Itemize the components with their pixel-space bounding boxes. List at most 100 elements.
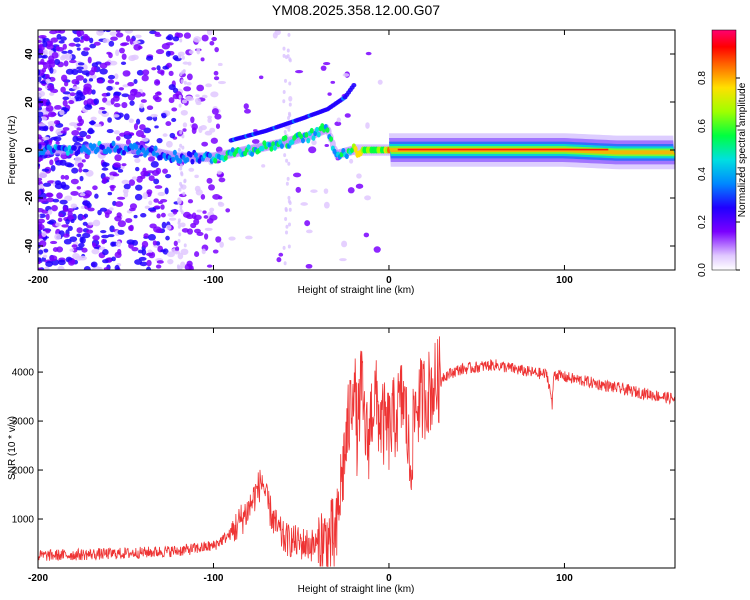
spectrogram-cell — [97, 209, 102, 216]
spectrogram-cell — [42, 136, 50, 141]
spectrogram-cell — [180, 248, 189, 256]
spectrogram-cell — [315, 126, 320, 133]
spectrogram-cell — [85, 134, 92, 139]
spectrogram-cell — [42, 41, 48, 48]
x-tick-label: -200 — [28, 573, 48, 584]
spectrogram-cell — [123, 191, 129, 198]
spectrogram-cell — [47, 209, 53, 215]
spectrogram-cell — [90, 261, 98, 268]
spectrogram-cell — [113, 114, 120, 118]
spectrogram-cell — [282, 53, 286, 58]
spectrogram-cell — [88, 69, 95, 76]
spectrogram-cell — [168, 217, 177, 221]
spectrogram-cell — [120, 42, 128, 47]
spectrogram-cell — [153, 79, 161, 86]
x-tick-label: -100 — [203, 275, 223, 286]
spectrogram-cell — [89, 43, 97, 49]
spectrogram-cell — [141, 249, 147, 256]
spectrogram-cell — [173, 250, 181, 255]
spectrogram-cell — [79, 39, 84, 43]
spectrogram-cell — [160, 249, 166, 253]
spectrogram-cell — [89, 74, 97, 79]
y-tick-label: 40 — [24, 48, 35, 60]
snr-series — [38, 336, 675, 567]
snr-line — [38, 336, 675, 567]
spectrogram-y-ticks: -40 -20 0 20 40 — [24, 48, 675, 253]
spectrogram-cell — [95, 61, 102, 65]
spectrogram-cell — [207, 115, 213, 119]
spectrogram-cell — [76, 233, 82, 238]
spectrogram-cell — [186, 73, 193, 81]
spectrogram-cell — [38, 44, 41, 49]
spectrogram-cell — [50, 136, 58, 141]
spectrogram-cell — [55, 222, 61, 227]
spectrogram-cell — [215, 123, 221, 129]
spectrogram-cell — [251, 139, 260, 144]
spectrogram-cell — [62, 127, 70, 131]
spectrogram-cell — [71, 167, 79, 174]
spectrogram-cell — [181, 99, 188, 104]
spectrogram-cell — [92, 185, 98, 191]
spectrogram-cell — [71, 79, 80, 85]
spectrogram-cell — [89, 37, 94, 44]
spectrogram-cell — [201, 94, 208, 99]
spectrogram-cell — [207, 117, 212, 124]
colorbar-tick-label: 0.0 — [697, 263, 708, 277]
spectrogram-cell — [79, 175, 84, 182]
spectrogram-cell — [377, 79, 383, 85]
spectrogram-cell — [176, 264, 180, 269]
spectrogram-cell — [98, 109, 104, 115]
spectrogram-cell — [92, 242, 97, 247]
spectrogram-cell — [83, 86, 91, 92]
spectrogram-cell — [94, 193, 99, 199]
spectrogram-cell — [160, 70, 165, 76]
spectrogram-cell — [134, 157, 141, 163]
spectrogram-cell — [148, 207, 157, 212]
spectrogram-cell — [149, 223, 157, 229]
spectrogram-cell — [44, 266, 50, 270]
spectrogram-cell — [41, 168, 50, 172]
spectrogram-cell — [230, 147, 235, 153]
spectrogram-cell — [154, 33, 162, 38]
spectrogram-cell — [47, 84, 55, 90]
spectrogram-cell — [217, 62, 223, 67]
spectrogram-cell — [187, 61, 192, 66]
spectrogram-cell — [132, 40, 141, 44]
spectrogram-cell — [147, 156, 155, 162]
spectrogram-cell — [115, 30, 121, 33]
spectrogram-cell — [193, 218, 200, 226]
spectrogram-cell — [185, 156, 190, 163]
spectrogram-cell — [49, 92, 55, 96]
spectrogram-cell — [38, 189, 42, 196]
spectrogram-cell — [181, 134, 185, 139]
spectrogram-cell — [115, 136, 121, 141]
spectrogram-cell — [114, 73, 119, 80]
spectrogram-cell — [287, 199, 291, 204]
spectrogram-cell — [75, 96, 83, 102]
spectrogram-cell — [70, 190, 79, 196]
spectrogram-cell — [60, 174, 65, 180]
spectrogram-cell — [54, 233, 62, 241]
spectrogram-cell — [76, 186, 81, 190]
spectrogram-cell — [67, 225, 73, 232]
spectrogram-cell — [45, 260, 53, 268]
spectrogram-cell — [128, 118, 134, 124]
spectrogram-cell — [38, 143, 42, 150]
spectrogram-cell — [141, 240, 149, 248]
spectrogram-cell — [101, 234, 109, 239]
spectrogram-cell — [41, 230, 47, 237]
spectrogram-cell — [161, 221, 167, 229]
spectrogram-cell — [213, 76, 220, 81]
spectrogram-cell — [285, 181, 289, 186]
spectrogram-cell — [83, 266, 91, 270]
spectrogram-cell — [56, 246, 63, 253]
spectrogram-cell — [150, 113, 158, 118]
spectrogram-cell — [183, 243, 187, 248]
spectrogram-cell — [121, 149, 126, 156]
spectrogram-cell — [55, 45, 61, 52]
spectrogram-cell — [96, 79, 104, 84]
spectrogram-cell — [285, 230, 289, 235]
spectrogram-cell — [123, 183, 131, 190]
spectrogram-cell — [117, 220, 126, 228]
spectrogram-cell — [142, 167, 147, 173]
